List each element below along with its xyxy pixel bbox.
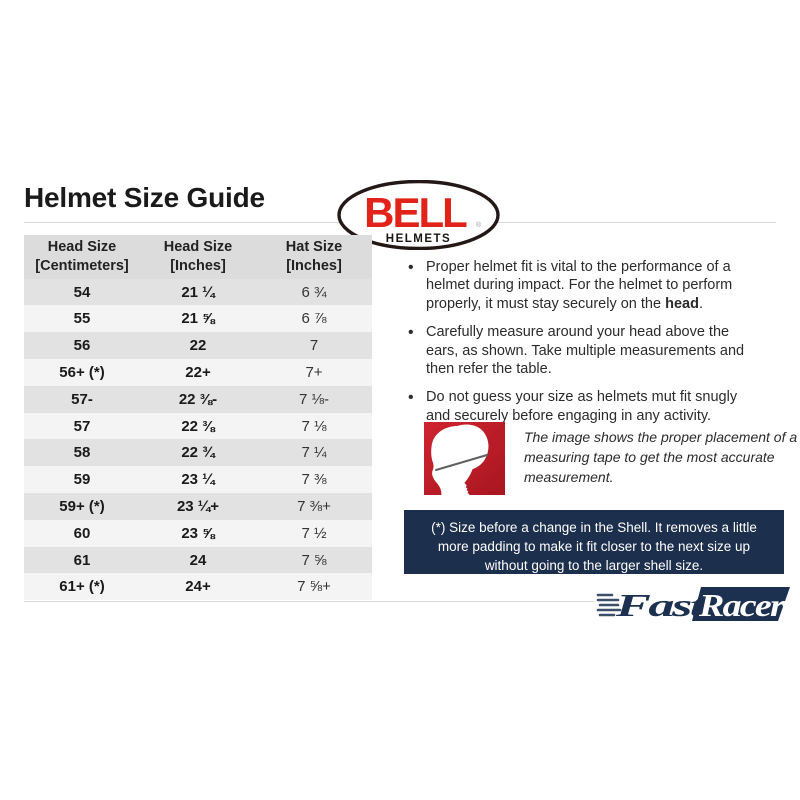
svg-text:Fast: Fast [614, 587, 706, 623]
svg-text:BELL: BELL [364, 189, 467, 236]
svg-text:HELMETS: HELMETS [386, 233, 451, 245]
svg-text:Racer: Racer [698, 587, 786, 623]
svg-text:®: ® [476, 221, 482, 229]
